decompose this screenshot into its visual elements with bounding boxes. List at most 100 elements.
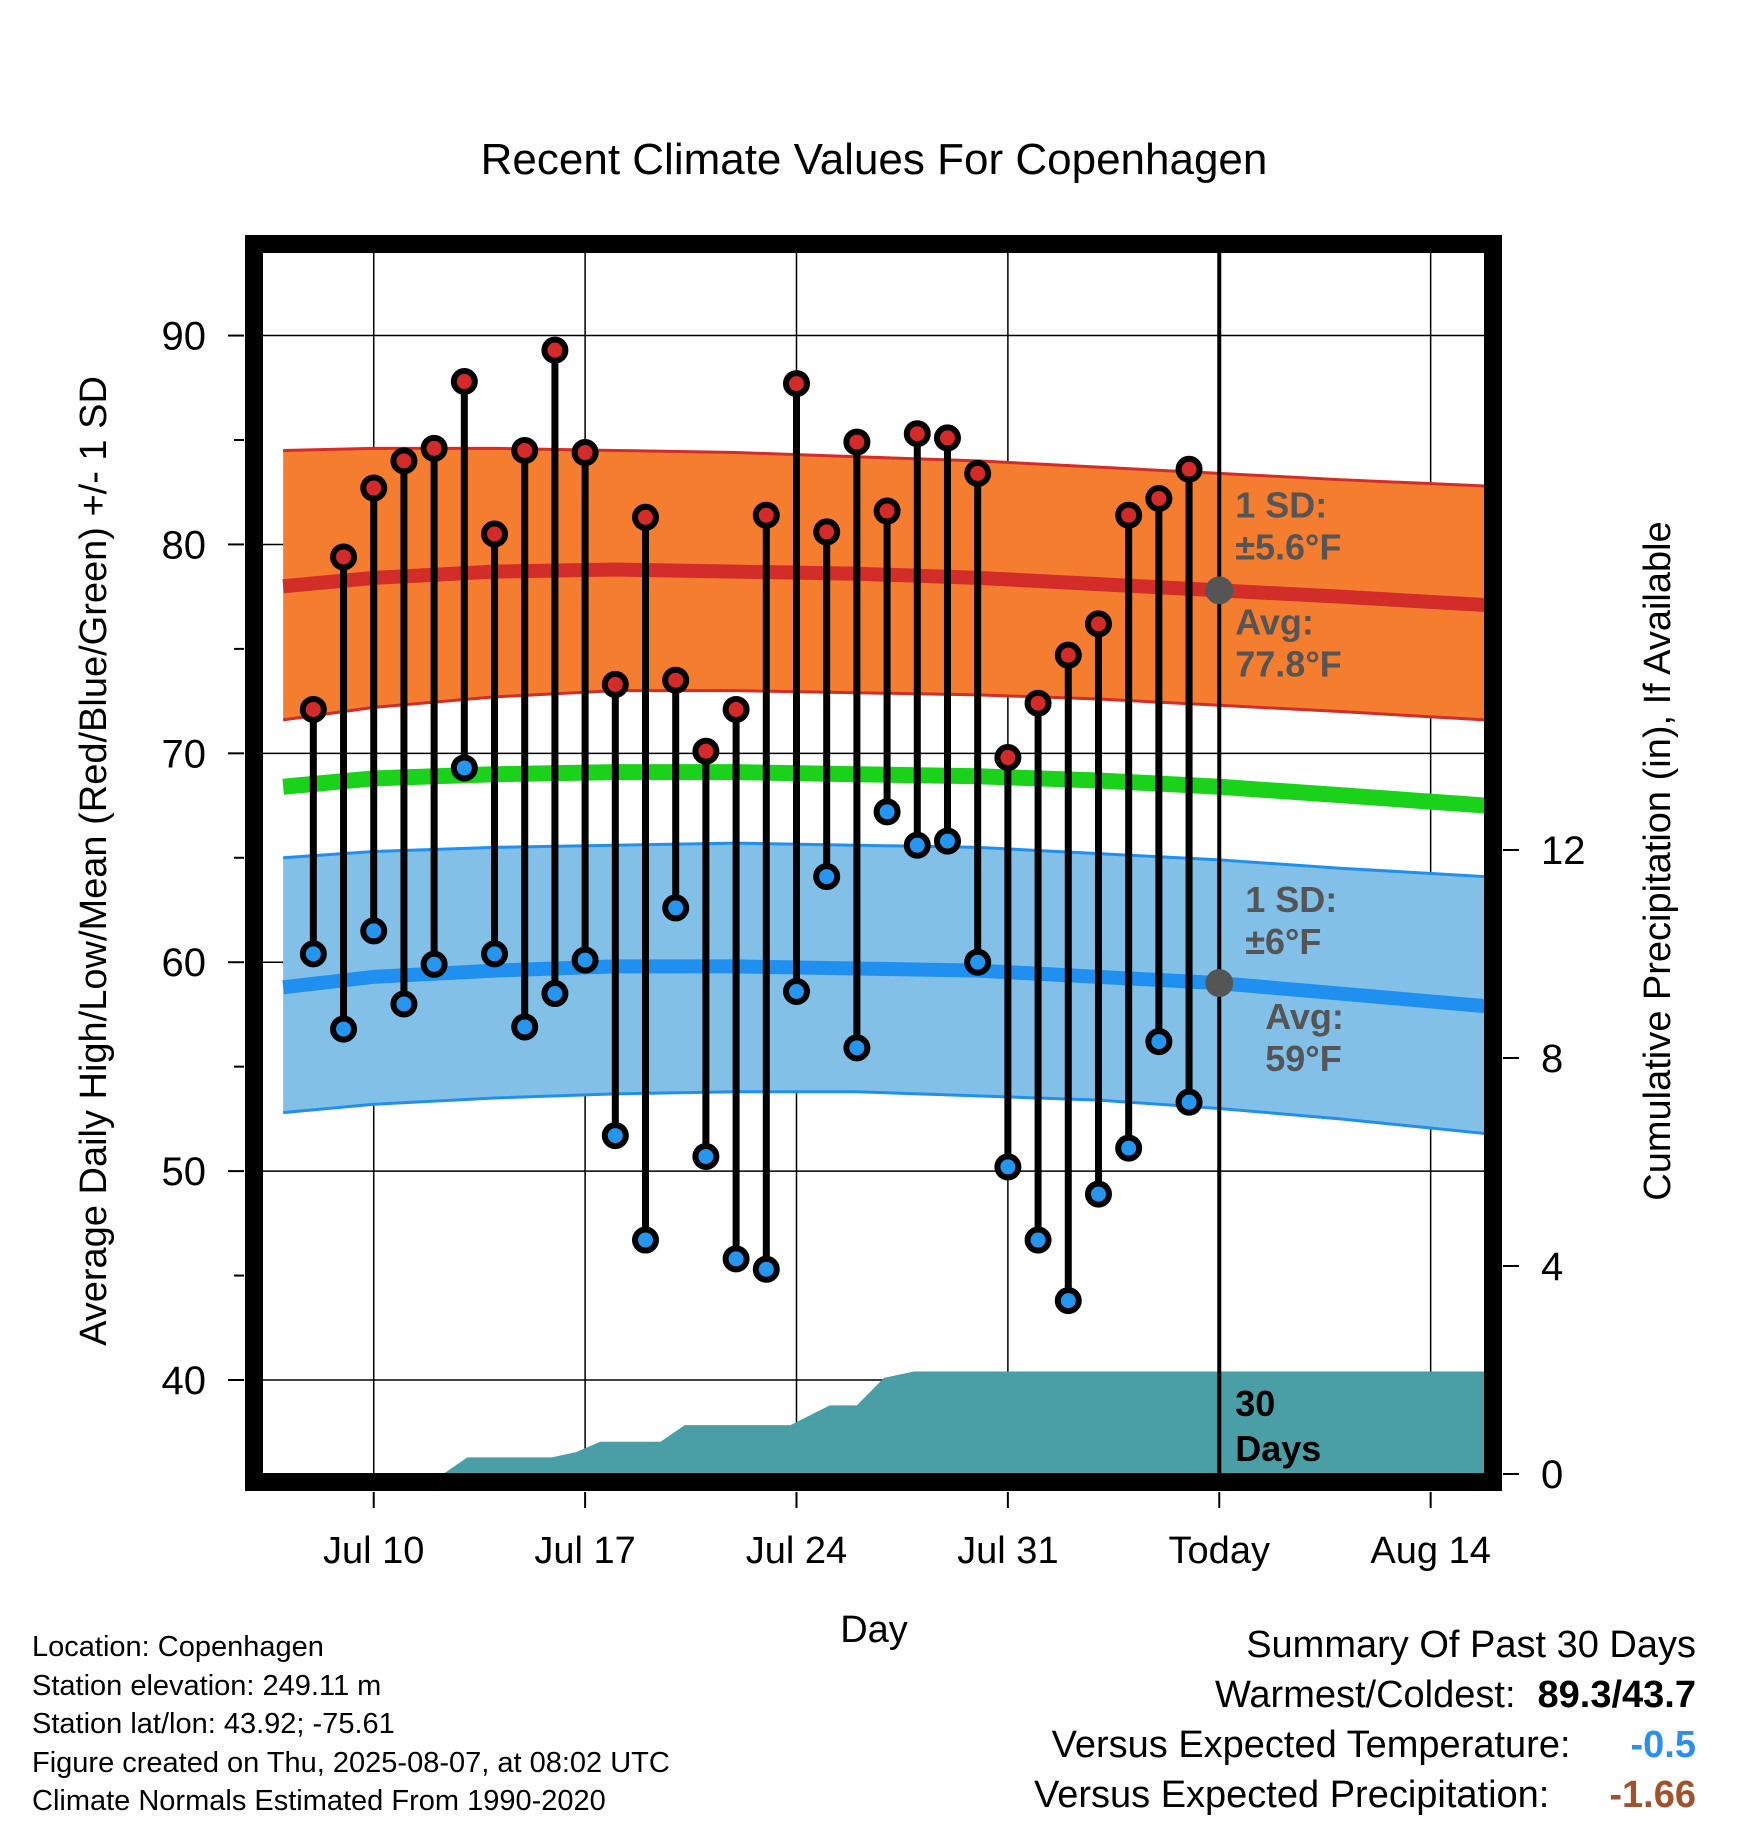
- daily-high-point: [752, 501, 780, 529]
- daily-high-point: [1084, 610, 1112, 638]
- station-info: Location: Copenhagen Station elevation: …: [32, 1628, 670, 1821]
- warmest-coldest-row: Warmest/Coldest: 89.3/43.7: [1034, 1670, 1696, 1720]
- daily-low-point: [933, 827, 961, 855]
- x-tick-label: Jul 17: [534, 1530, 635, 1572]
- y-tick-label: 60: [162, 941, 207, 985]
- daily-high-point: [360, 474, 388, 502]
- elevation-text: Station elevation: 249.11 m: [32, 1669, 382, 1702]
- daily-high-point: [1145, 484, 1173, 512]
- daily-low-point: [571, 946, 599, 974]
- daily-high-point: [601, 670, 629, 698]
- daily-low-point: [722, 1245, 750, 1273]
- daily-high-point: [632, 503, 660, 531]
- precip-diff-row: Versus Expected Precipitation: -1.66: [1034, 1770, 1696, 1820]
- daily-low-point: [330, 1015, 358, 1043]
- x-tick-label: Jul 10: [323, 1530, 424, 1572]
- daily-high-point: [782, 370, 810, 398]
- low-sd-lower-line: [283, 1090, 1485, 1136]
- low-avg-annotation: Avg:: [1265, 996, 1344, 1037]
- x-tick-label: Jul 31: [957, 1530, 1058, 1572]
- daily-low-point: [299, 940, 327, 968]
- daily-low-point: [1175, 1088, 1203, 1116]
- today-high-avg-marker: [1205, 576, 1234, 605]
- daily-high-point: [873, 497, 901, 525]
- daily-high-point: [420, 434, 448, 462]
- daily-low-point: [390, 990, 418, 1018]
- y-tick-label: 40: [162, 1359, 207, 1403]
- daily-high-point: [541, 336, 569, 364]
- daily-low-point: [601, 1122, 629, 1150]
- daily-high-point: [1175, 455, 1203, 483]
- daily-high-point: [843, 428, 871, 456]
- daily-low-point: [1084, 1180, 1112, 1208]
- daily-high-point: [390, 447, 418, 475]
- daily-low-point: [481, 940, 509, 968]
- days-annotation: 30: [1235, 1383, 1275, 1424]
- daily-high-point: [1024, 689, 1052, 717]
- y2-axis-label: Cumulative Precipitation (in), If Availa…: [1637, 521, 1679, 1200]
- daily-low-point: [782, 977, 810, 1005]
- daily-low-point: [1145, 1028, 1173, 1056]
- y-tick-label: 80: [162, 523, 207, 567]
- daily-high-point: [511, 436, 539, 464]
- high-sd-annotation: ±5.6°F: [1235, 526, 1341, 567]
- y-axis-label: Average Daily High/Low/Mean (Red/Blue/Gr…: [73, 376, 115, 1346]
- precip-diff-value: -1.66: [1609, 1774, 1696, 1816]
- low-avg-annotation: 59°F: [1265, 1038, 1341, 1079]
- warmest-coldest-label: Warmest/Coldest:: [1214, 1674, 1516, 1716]
- y2-tick-label: 0: [1541, 1453, 1563, 1497]
- y2-tick-label: 12: [1541, 829, 1586, 873]
- x-tick-label: Jul 24: [746, 1530, 847, 1572]
- daily-high-point: [813, 518, 841, 546]
- daily-high-point: [1115, 501, 1143, 529]
- precip-area: [443, 1371, 1485, 1474]
- daily-high-point: [299, 695, 327, 723]
- daily-high-point: [481, 520, 509, 548]
- y2-tick-label: 8: [1541, 1037, 1563, 1081]
- daily-high-point: [571, 439, 599, 467]
- summary-panel: Summary Of Past 30 Days Warmest/Coldest:…: [1034, 1620, 1696, 1820]
- high-avg-annotation: 77.8°F: [1235, 643, 1341, 684]
- daily-low-point: [1054, 1287, 1082, 1315]
- summary-title: Summary Of Past 30 Days: [1246, 1624, 1696, 1666]
- daily-low-point: [541, 980, 569, 1008]
- daily-low-point: [511, 1013, 539, 1041]
- chart-title: Recent Climate Values For Copenhagen: [481, 135, 1268, 184]
- temp-diff-row: Versus Expected Temperature: -0.5: [1034, 1720, 1696, 1770]
- y2-tick-label: 4: [1541, 1245, 1563, 1289]
- x-tick-label: Aug 14: [1370, 1530, 1490, 1572]
- days-annotation: Days: [1235, 1428, 1321, 1469]
- latlon-text: Station lat/lon: 43.92; -75.61: [32, 1708, 395, 1740]
- daily-high-point: [933, 424, 961, 452]
- warmest-coldest-value: 89.3/43.7: [1537, 1674, 1696, 1716]
- daily-low-point: [1115, 1134, 1143, 1162]
- daily-low-point: [964, 948, 992, 976]
- daily-low-point: [873, 798, 901, 826]
- daily-high-point: [450, 368, 478, 396]
- precip-diff-label: Versus Expected Precipitation:: [1033, 1774, 1550, 1816]
- created-text: Figure created on Thu, 2025-08-07, at 08…: [32, 1746, 670, 1779]
- high-sd-annotation: 1 SD:: [1235, 484, 1327, 525]
- y-tick-label: 70: [162, 732, 207, 776]
- daily-low-point: [632, 1226, 660, 1254]
- daily-low-point: [450, 754, 478, 782]
- daily-high-point: [330, 543, 358, 571]
- daily-low-point: [360, 917, 388, 945]
- daily-high-point: [994, 744, 1022, 772]
- plot-frame: [245, 235, 1502, 1491]
- high-avg-annotation: Avg:: [1235, 601, 1314, 642]
- normals-text: Climate Normals Estimated From 1990-2020: [32, 1785, 606, 1817]
- daily-low-point: [1024, 1226, 1052, 1254]
- low-sd-annotation: 1 SD:: [1245, 879, 1337, 920]
- daily-high-point: [722, 695, 750, 723]
- daily-low-point: [843, 1034, 871, 1062]
- daily-high-point: [1054, 641, 1082, 669]
- today-low-avg-marker: [1205, 969, 1234, 998]
- daily-high-point: [964, 459, 992, 487]
- plot-inner: [262, 252, 1485, 1474]
- temp-diff-value: -0.5: [1630, 1724, 1696, 1766]
- daily-low-point: [813, 863, 841, 891]
- daily-low-point: [692, 1142, 720, 1170]
